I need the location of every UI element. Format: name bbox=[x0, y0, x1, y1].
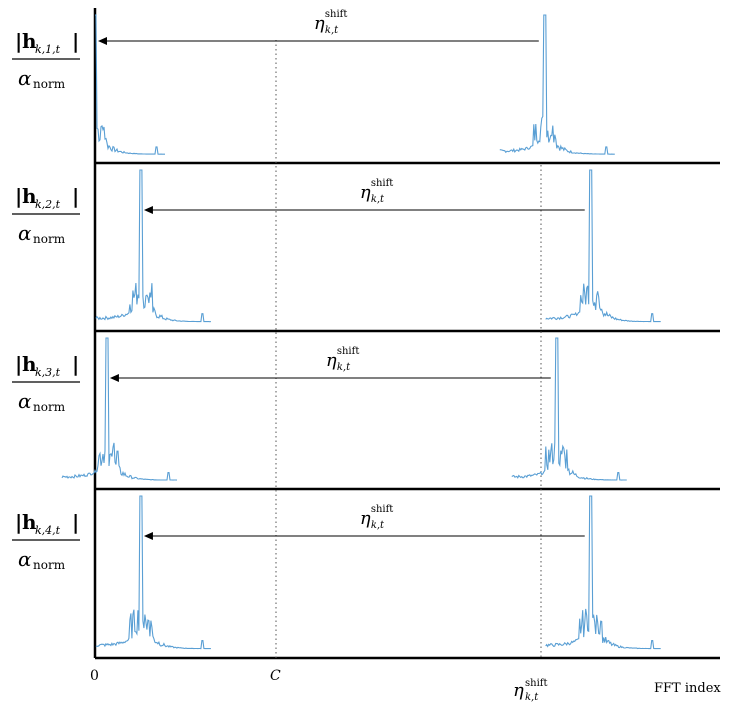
label-h: h bbox=[22, 352, 37, 376]
shift-arrow-label-sup: shift bbox=[325, 9, 348, 20]
panel-2 bbox=[95, 169, 661, 323]
shift-arrow-label: η bbox=[360, 182, 371, 203]
abs-bar-left: | bbox=[15, 510, 22, 534]
label-alpha: α bbox=[18, 66, 32, 90]
abs-bar-left: | bbox=[15, 352, 22, 376]
label-h: h bbox=[22, 184, 37, 208]
spectrum-peak-right bbox=[499, 14, 615, 155]
shift-arrow-label-sub: k,t bbox=[325, 25, 339, 36]
label-alpha: α bbox=[18, 547, 32, 571]
abs-bar-right: | bbox=[72, 184, 79, 208]
label-h-sub: k,1,t bbox=[35, 43, 61, 56]
panel-label-3: | hk,3,t |α norm bbox=[12, 352, 80, 414]
panel-4 bbox=[95, 495, 661, 650]
shift-arrow-head bbox=[143, 532, 153, 540]
shift-arrow-2: η shift k,t bbox=[143, 178, 585, 214]
x-tick-0: 0 bbox=[90, 668, 99, 684]
label-h: h bbox=[22, 510, 37, 534]
spectra-group bbox=[61, 14, 661, 650]
abs-bar-left: | bbox=[15, 184, 22, 208]
spectrum-peak-left bbox=[61, 337, 178, 481]
spectrum-peak-right bbox=[511, 337, 627, 481]
svg-text:η: η bbox=[513, 680, 524, 701]
shift-arrow-label-sub: k,t bbox=[371, 520, 385, 531]
abs-bar-right: | bbox=[72, 352, 79, 376]
shift-arrow-label: η bbox=[326, 350, 337, 371]
shift-arrow-label-sub: k,t bbox=[337, 362, 351, 373]
panel-3 bbox=[61, 337, 627, 481]
shift-arrow-1: η shift k,t bbox=[98, 9, 539, 45]
label-h-sub: k,2,t bbox=[35, 198, 61, 211]
shift-arrow-label-sup: shift bbox=[337, 346, 360, 357]
label-h-sub: k,4,t bbox=[35, 524, 61, 537]
spectrum-peak-right bbox=[545, 495, 661, 650]
shift-arrow-head bbox=[98, 37, 107, 45]
shift-arrow-3: η shift k,t bbox=[109, 346, 551, 382]
panel-labels-group: | hk,1,t |α norm| hk,2,t |α norm| hk,3,t |α norm|… bbox=[12, 29, 80, 572]
shift-arrow-label-sup: shift bbox=[371, 504, 394, 515]
x-tick-c: C bbox=[270, 668, 281, 684]
label-alpha-sub: norm bbox=[33, 77, 66, 91]
panel-label-4: | hk,4,t |α norm bbox=[12, 510, 80, 572]
shift-arrow-label-sub: k,t bbox=[371, 194, 385, 205]
spectrum-peak-right bbox=[545, 169, 661, 323]
spectrum-peak-left bbox=[95, 169, 211, 323]
panel-label-1: | hk,1,t |α norm bbox=[12, 29, 80, 91]
spectrum-peak-left bbox=[95, 14, 165, 155]
shift-arrow-label: η bbox=[314, 13, 325, 34]
svg-text:k,t: k,t bbox=[525, 692, 539, 703]
x-axis-label: FFT index bbox=[654, 681, 721, 696]
label-alpha-sub: norm bbox=[33, 400, 66, 414]
label-alpha: α bbox=[18, 221, 32, 245]
abs-bar-right: | bbox=[72, 29, 79, 53]
spectrum-peak-left bbox=[95, 495, 211, 650]
shift-arrow-label-sup: shift bbox=[371, 178, 394, 189]
label-alpha-sub: norm bbox=[33, 558, 66, 572]
panel-1 bbox=[95, 14, 615, 155]
svg-text:shift: shift bbox=[525, 678, 548, 689]
panel-label-2: | hk,2,t |α norm bbox=[12, 184, 80, 246]
shift-arrow-4: η shift k,t bbox=[143, 504, 585, 540]
label-h: h bbox=[22, 29, 37, 53]
abs-bar-left: | bbox=[15, 29, 22, 53]
label-h-sub: k,3,t bbox=[35, 366, 61, 379]
x-tick-eta-shift: η shift k,t bbox=[513, 678, 548, 703]
shift-arrow-head bbox=[109, 374, 119, 382]
label-alpha: α bbox=[18, 389, 32, 413]
shift-arrow-head bbox=[143, 206, 153, 214]
abs-bar-right: | bbox=[72, 510, 79, 534]
shift-arrow-label: η bbox=[360, 508, 371, 529]
label-alpha-sub: norm bbox=[33, 232, 66, 246]
